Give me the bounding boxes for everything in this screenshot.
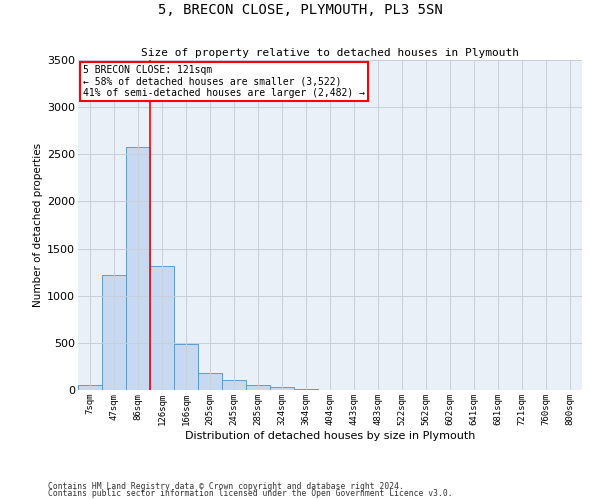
Text: 5, BRECON CLOSE, PLYMOUTH, PL3 5SN: 5, BRECON CLOSE, PLYMOUTH, PL3 5SN <box>158 2 442 16</box>
Bar <box>150 266 174 390</box>
Bar <box>294 389 318 390</box>
X-axis label: Distribution of detached houses by size in Plymouth: Distribution of detached houses by size … <box>185 430 475 440</box>
Bar <box>78 386 102 390</box>
Bar <box>246 386 270 390</box>
Bar <box>270 387 294 390</box>
Bar <box>198 372 222 390</box>
Bar <box>174 344 198 390</box>
Bar <box>102 275 126 390</box>
Y-axis label: Number of detached properties: Number of detached properties <box>33 143 43 307</box>
Title: Size of property relative to detached houses in Plymouth: Size of property relative to detached ho… <box>141 48 519 58</box>
Bar <box>222 380 246 390</box>
Text: 5 BRECON CLOSE: 121sqm
← 58% of detached houses are smaller (3,522)
41% of semi-: 5 BRECON CLOSE: 121sqm ← 58% of detached… <box>83 65 365 98</box>
Text: Contains public sector information licensed under the Open Government Licence v3: Contains public sector information licen… <box>48 490 452 498</box>
Text: Contains HM Land Registry data © Crown copyright and database right 2024.: Contains HM Land Registry data © Crown c… <box>48 482 404 491</box>
Bar <box>126 146 150 390</box>
